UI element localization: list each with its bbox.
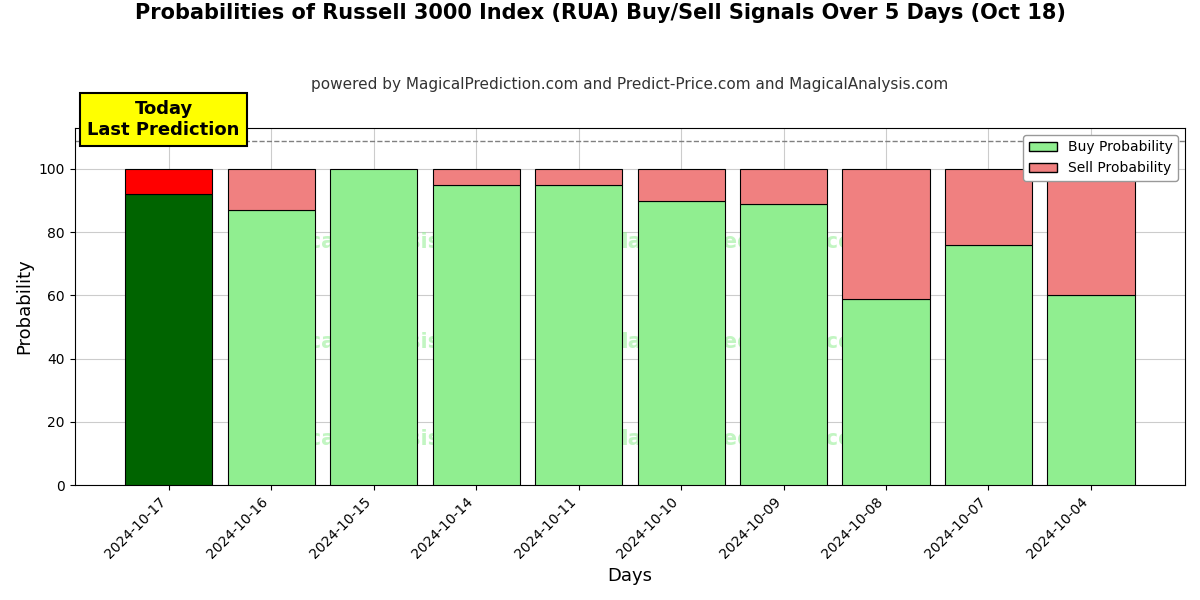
Bar [125, 169, 212, 194]
Bar [228, 169, 314, 210]
Bar [740, 169, 827, 204]
Bar [637, 169, 725, 200]
Bar [432, 185, 520, 485]
Legend: Buy Probability, Sell Probability: Buy Probability, Sell Probability [1024, 135, 1178, 181]
Text: MagicalAnalysis.com: MagicalAnalysis.com [252, 332, 497, 352]
Bar [1048, 295, 1134, 485]
Bar [432, 169, 520, 185]
Text: Probabilities of Russell 3000 Index (RUA) Buy/Sell Signals Over 5 Days (Oct 18): Probabilities of Russell 3000 Index (RUA… [134, 3, 1066, 23]
Text: MagicalAnalysis.com: MagicalAnalysis.com [252, 429, 497, 449]
Bar [842, 299, 930, 485]
Bar [228, 210, 314, 485]
Y-axis label: Probability: Probability [16, 259, 34, 355]
Bar [944, 169, 1032, 245]
Bar [637, 200, 725, 485]
Bar [125, 194, 212, 485]
Bar [740, 204, 827, 485]
Text: MagicalPrediction.com: MagicalPrediction.com [607, 429, 875, 449]
Title: powered by MagicalPrediction.com and Predict-Price.com and MagicalAnalysis.com: powered by MagicalPrediction.com and Pre… [311, 77, 948, 92]
Text: Today
Last Prediction: Today Last Prediction [88, 100, 240, 139]
Text: MagicalPrediction.com: MagicalPrediction.com [607, 332, 875, 352]
Text: MagicalPrediction.com: MagicalPrediction.com [607, 232, 875, 252]
Bar [535, 169, 622, 185]
Bar [535, 185, 622, 485]
Text: MagicalAnalysis.com: MagicalAnalysis.com [252, 232, 497, 252]
X-axis label: Days: Days [607, 567, 653, 585]
Bar [944, 245, 1032, 485]
Bar [1048, 169, 1134, 295]
Bar [330, 169, 418, 485]
Bar [842, 169, 930, 299]
